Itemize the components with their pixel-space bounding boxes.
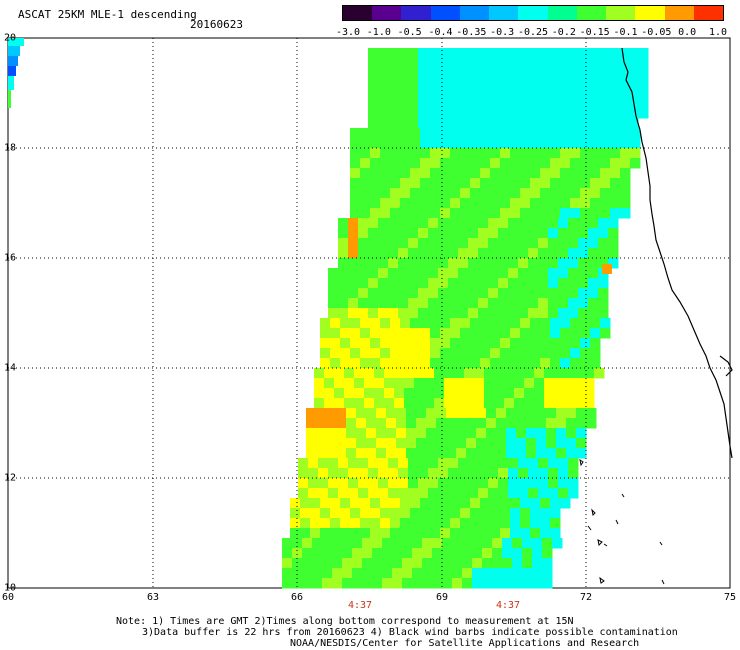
colorbar-tick-label: 1.0 xyxy=(708,27,728,38)
colorbar-tick-label: -0.1 xyxy=(613,27,638,38)
colorbar-tick-label: -0.15 xyxy=(579,27,610,38)
colorbar-tick-labels: -3.0 -1.0 -0.5 -0.4 -0.35 -0.3 -0.25 -0.2 -0.15-… xyxy=(0,0,740,40)
colorbar-segment xyxy=(518,6,548,20)
latitude-tick-label: 20 xyxy=(4,32,17,44)
colorbar-segment xyxy=(693,6,724,20)
longitude-tick-label: 60 xyxy=(1,592,15,603)
longitude-tick-label: 66 xyxy=(290,592,304,603)
product-date: 20160623 xyxy=(190,18,243,31)
colorbar-segment xyxy=(343,6,373,20)
colorbar-segment xyxy=(489,6,519,20)
colorbar-segment xyxy=(635,6,665,20)
colorbar-tick-label: 0.0 xyxy=(678,27,697,38)
colorbar-segment xyxy=(459,6,490,20)
colorbar-segment xyxy=(547,6,577,20)
product-title: ASCAT 25KM MLE-1 descending xyxy=(18,8,197,21)
colorbar-tick-label: -0.4 xyxy=(428,27,453,38)
colorbar-tick-label: -3.0 xyxy=(335,27,361,38)
note-line-2: 3)Data buffer is 22 hrs from 20160623 4)… xyxy=(142,627,678,638)
pass-time-2: 4:37 xyxy=(495,600,521,611)
colorbar-tick-label: -0.5 xyxy=(397,27,422,38)
colorbar-segment xyxy=(606,6,636,20)
latitude-tick-label: 14 xyxy=(4,362,17,374)
latitude-tick-label: 10 xyxy=(4,582,17,594)
coastline xyxy=(621,47,733,459)
colorbar-segment xyxy=(372,6,402,20)
latitude-tick-label: 16 xyxy=(4,252,17,264)
colorbar xyxy=(342,5,724,21)
note-line-1: Note: 1) Times are GMT 2)Times along bot… xyxy=(116,616,574,627)
colorbar-segment xyxy=(664,6,694,20)
colorbar-tick-label: -0.2 xyxy=(551,27,576,38)
colorbar-segment xyxy=(401,6,431,20)
colorbar-segment xyxy=(576,6,607,20)
colorbar-tick-label: -0.25 xyxy=(517,27,549,38)
colorbar-tick-label: -0.3 xyxy=(490,27,515,38)
longitude-tick-label: 63 xyxy=(146,592,160,603)
colorbar-tick-label: -0.05 xyxy=(641,27,672,38)
colorbar-tick-label: -0.35 xyxy=(456,27,487,38)
top-left-swath-fragment xyxy=(8,38,24,108)
pass-time-1: 4:37 xyxy=(347,600,373,611)
note-line-3: NOAA/NESDIS/Center for Satellite Applica… xyxy=(290,638,640,649)
gridlines xyxy=(8,38,730,588)
islands xyxy=(579,458,665,585)
longitude-tick-label: 75 xyxy=(723,592,737,603)
colorbar-segment xyxy=(430,6,460,20)
wind-swath xyxy=(282,48,649,589)
colorbar-tick-label: -1.0 xyxy=(366,27,391,38)
latitude-tick-label: 12 xyxy=(4,472,17,484)
latitude-tick-label: 18 xyxy=(4,142,17,154)
longitude-tick-label: 69 xyxy=(435,592,449,603)
longitude-tick-label: 72 xyxy=(579,592,593,603)
